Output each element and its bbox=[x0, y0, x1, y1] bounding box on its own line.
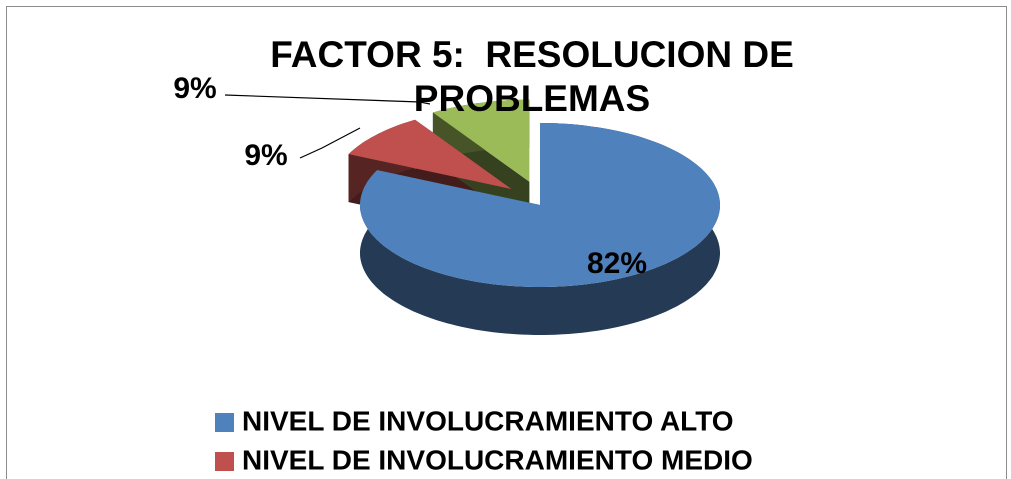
leader-line bbox=[299, 127, 361, 159]
legend-label: NIVEL DE INVOLUCRAMIENTO ALTO bbox=[242, 405, 734, 436]
legend-label: NIVEL DE INVOLUCRAMIENTO MEDIO bbox=[242, 444, 753, 475]
leader-line bbox=[224, 94, 431, 105]
chart-title: FACTOR 5: RESOLUCION DE PROBLEMAS bbox=[270, 34, 805, 119]
data-label: 82% bbox=[587, 247, 647, 280]
slice bbox=[360, 123, 720, 287]
data-label: 9% bbox=[244, 139, 287, 172]
legend-swatch bbox=[215, 452, 234, 471]
data-label: 9% bbox=[173, 72, 216, 105]
legend-swatch bbox=[215, 413, 234, 432]
slice bbox=[432, 99, 530, 182]
slice bbox=[348, 119, 512, 189]
